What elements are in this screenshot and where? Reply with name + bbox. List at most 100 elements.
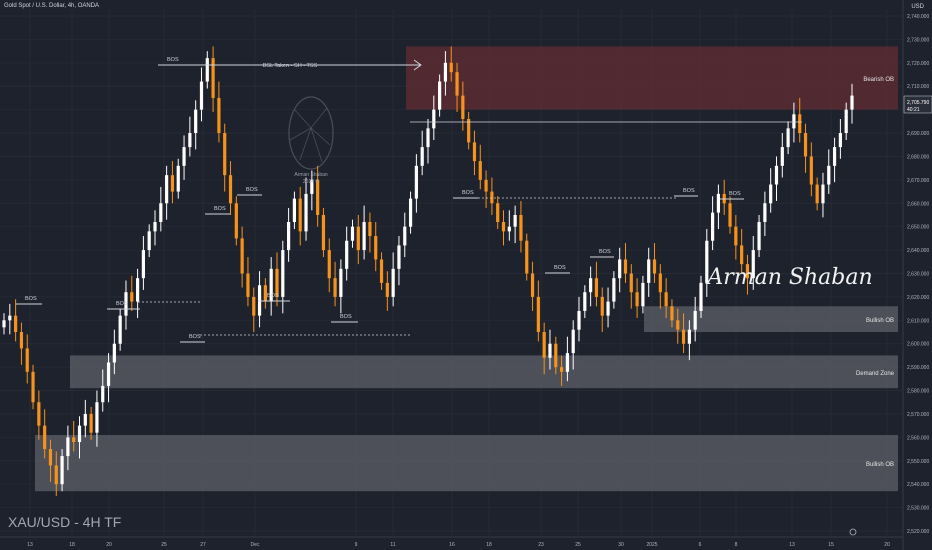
candle-body <box>269 268 273 302</box>
candle-body <box>426 128 430 148</box>
candle-body <box>507 226 511 232</box>
candle-body <box>77 425 82 443</box>
candle-body <box>548 343 552 358</box>
candle-body <box>780 147 784 166</box>
y-tick-label: 2,650.000 <box>907 225 929 231</box>
candle-body <box>600 296 604 316</box>
candle-body <box>542 332 546 358</box>
candle-body <box>519 214 523 241</box>
y-tick-label: 2,630.000 <box>907 272 929 278</box>
candle-body <box>774 165 779 185</box>
candle-body <box>827 165 831 185</box>
candle-body <box>652 259 657 274</box>
bos-label: BOS <box>246 187 258 193</box>
candle-body <box>246 273 250 297</box>
candle-body <box>449 62 453 73</box>
zone-label-demand: Demand Zone <box>856 371 895 377</box>
bos-label: BOS <box>116 301 128 307</box>
candle-body <box>490 191 494 204</box>
countdown-label: 40:21 <box>907 107 920 113</box>
current-price-label: 2,705.790 <box>907 100 929 106</box>
brain-logo-icon <box>288 96 334 170</box>
candle-body <box>838 133 842 148</box>
candle-body <box>693 310 697 330</box>
y-tick-label: 2,590.000 <box>907 365 929 371</box>
x-tick-label: 15 <box>828 542 834 548</box>
y-tick-label: 2,550.000 <box>907 459 929 465</box>
candle-body <box>217 97 221 134</box>
candle-body <box>8 315 12 321</box>
candle-body <box>25 348 29 372</box>
candle-body <box>484 179 488 192</box>
candle-body <box>135 278 140 302</box>
candle-body <box>623 259 628 274</box>
candle-body <box>832 147 837 166</box>
x-tick-label: 2025 <box>646 542 657 548</box>
candle-body <box>147 231 151 251</box>
bos-label: BOS <box>599 249 611 255</box>
candle-body <box>199 81 204 110</box>
candle-body <box>72 437 76 443</box>
zone-label-bearish: Bearish OB <box>863 77 894 83</box>
candle-body <box>612 278 616 302</box>
candle-body <box>327 250 331 279</box>
y-tick-label: 2,740.000 <box>907 14 929 20</box>
bsl-label: BSL Taken • SH • TSS <box>263 63 318 69</box>
bos-label: BOS <box>340 314 352 320</box>
x-tick-label: 30 <box>618 542 624 548</box>
candle-body <box>699 282 703 311</box>
candle-body <box>153 222 157 232</box>
candle-body <box>48 449 53 466</box>
candle-body <box>803 133 808 157</box>
x-tick-label: Dec <box>251 542 260 548</box>
candle-body <box>182 147 186 166</box>
bos-label: BOS <box>683 188 695 194</box>
candle-body <box>403 226 407 246</box>
candle-body <box>711 212 715 241</box>
y-tick-label: 2,660.000 <box>907 201 929 207</box>
y-tick-label: 2,670.000 <box>907 178 929 184</box>
candle-body <box>304 193 308 232</box>
candle-body <box>275 268 279 297</box>
candle-body <box>513 214 517 227</box>
y-tick-label: 2,720.000 <box>907 61 929 67</box>
candle-body <box>211 58 215 98</box>
x-tick-label: 9 <box>355 542 358 548</box>
candle-body <box>461 95 465 119</box>
candle-body <box>583 292 587 311</box>
candle-body <box>571 329 575 354</box>
candle-body <box>112 343 116 363</box>
price-axis-panel <box>903 0 932 550</box>
candle-body <box>670 306 674 321</box>
candle-body <box>379 259 384 283</box>
y-tick-label: 2,640.000 <box>907 248 929 254</box>
candle-body <box>333 278 337 297</box>
zone-label-bullish: Bullish OB <box>866 462 894 468</box>
candle-body <box>664 292 668 307</box>
current-price-tag <box>903 95 932 114</box>
candle-body <box>321 214 326 251</box>
x-tick-label: 25 <box>161 542 167 548</box>
candle-body <box>89 413 93 433</box>
candle-body <box>530 273 535 297</box>
y-tick-label: 2,560.000 <box>907 435 929 441</box>
candle-body <box>792 114 796 129</box>
logo-text: 2024 © <box>303 178 320 185</box>
candle-body <box>472 142 477 162</box>
candle-body <box>141 250 145 279</box>
bos-label: BOS <box>214 206 226 212</box>
candle-body <box>368 222 372 237</box>
x-tick-label: 16 <box>449 542 455 548</box>
candle-body <box>83 413 87 426</box>
candle-body <box>478 161 482 180</box>
currency-label: USD <box>911 4 924 10</box>
candle-body <box>501 222 506 232</box>
y-tick-label: 2,690.000 <box>907 131 929 137</box>
candle-body <box>536 296 540 333</box>
logo-text: Arman Shaban <box>294 172 328 178</box>
y-tick-label: 2,710.000 <box>907 84 929 90</box>
candle-body <box>362 222 366 251</box>
x-tick-label: 25 <box>575 542 581 548</box>
candle-body <box>589 278 593 293</box>
